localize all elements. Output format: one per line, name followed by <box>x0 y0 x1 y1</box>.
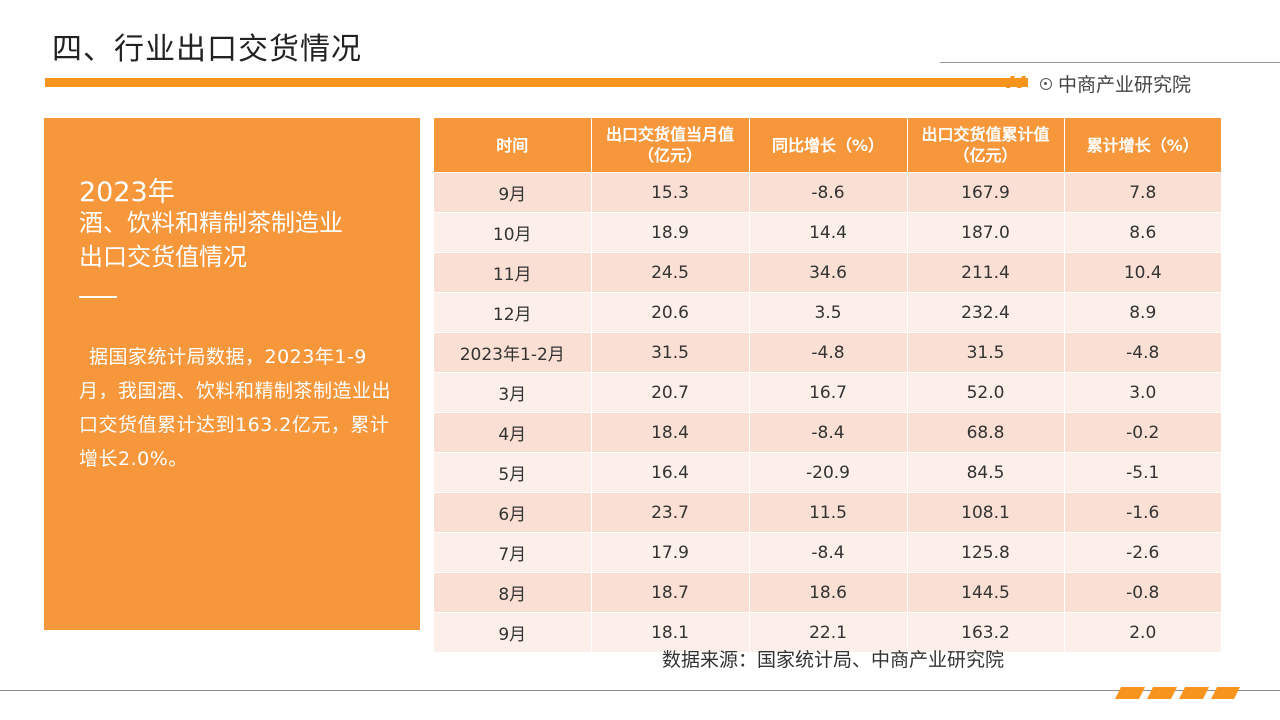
table-cell: -8.4 <box>749 412 908 453</box>
data-source-note: 数据来源：国家统计局、中商产业研究院 <box>662 649 1005 671</box>
table-cell: 8.9 <box>1064 292 1221 333</box>
table-cell: 11月 <box>434 252 592 293</box>
table-cell: 125.8 <box>907 532 1065 573</box>
table-row: 3月 20.7 16.7 52.0 3.0 <box>434 372 1221 413</box>
table-cell: 7月 <box>434 532 592 573</box>
page-title: 四、行业出口交货情况 <box>52 32 362 67</box>
table-row: 11月 24.5 34.6 211.4 10.4 <box>434 252 1221 293</box>
header-cumulative-growth: 累计增长（%） <box>1064 118 1221 173</box>
table-cell: 17.9 <box>591 532 750 573</box>
table-cell: 5月 <box>434 452 592 493</box>
table-row: 9月 15.3 -8.6 167.9 7.8 <box>434 172 1221 213</box>
panel-subtitle-line2: 出口交货值情况 <box>79 243 247 271</box>
table-cell: 16.7 <box>749 372 908 413</box>
table-cell: 16.4 <box>591 452 750 493</box>
header-cumulative-value: 出口交货值累计值（亿元） <box>907 118 1065 173</box>
table-cell: 31.5 <box>591 332 750 373</box>
table-cell: 24.5 <box>591 252 750 293</box>
table-cell: -4.8 <box>749 332 908 373</box>
table-row: 4月 18.4 -8.4 68.8 -0.2 <box>434 412 1221 453</box>
table-cell: 20.6 <box>591 292 750 333</box>
table-cell: 163.2 <box>907 612 1065 652</box>
table-cell: 34.6 <box>749 252 908 293</box>
brand-divider <box>940 62 1280 63</box>
summary-panel: 2023年 酒、饮料和精制茶制造业 出口交货值情况 据国家统计局数据，2023年… <box>44 118 420 630</box>
export-data-table: 时间 出口交货值当月值（亿元） 同比增长（%） 出口交货值累计值（亿元） 累计增… <box>434 118 1221 652</box>
table-cell: 7.8 <box>1064 172 1221 213</box>
brand-name: 中商产业研究院 <box>1058 74 1192 96</box>
table-cell: 18.9 <box>591 212 750 253</box>
table-cell: 20.7 <box>591 372 750 413</box>
table-row: 2023年1-2月 31.5 -4.8 31.5 -4.8 <box>434 332 1221 373</box>
table-row: 7月 17.9 -8.4 125.8 -2.6 <box>434 532 1221 573</box>
table-row: 9月 18.1 22.1 163.2 2.0 <box>434 612 1221 652</box>
table-cell: 31.5 <box>907 332 1065 373</box>
table-cell: 18.4 <box>591 412 750 453</box>
table-cell: -8.4 <box>749 532 908 573</box>
table-cell: 10月 <box>434 212 592 253</box>
header-time: 时间 <box>434 118 592 173</box>
table-cell: 15.3 <box>591 172 750 213</box>
table-cell: -0.8 <box>1064 572 1221 613</box>
table-cell: 68.8 <box>907 412 1065 453</box>
table-cell: 52.0 <box>907 372 1065 413</box>
table-cell: 211.4 <box>907 252 1065 293</box>
table-cell: -1.6 <box>1064 492 1221 533</box>
panel-body-text: 据国家统计局数据，2023年1-9月，我国酒、饮料和精制茶制造业出口交货值累计达… <box>79 346 392 470</box>
table-cell: 11.5 <box>749 492 908 533</box>
table-cell: 187.0 <box>907 212 1065 253</box>
table-cell: 3.5 <box>749 292 908 333</box>
table-cell: 232.4 <box>907 292 1065 333</box>
brand-circle-icon <box>1040 77 1052 90</box>
table-cell: 18.6 <box>749 572 908 613</box>
table-cell: 23.7 <box>591 492 750 533</box>
table-row: 10月 18.9 14.4 187.0 8.6 <box>434 212 1221 253</box>
table-cell: 4月 <box>434 412 592 453</box>
table-cell: 2023年1-2月 <box>434 332 592 373</box>
header-monthly-value: 出口交货值当月值（亿元） <box>591 118 750 173</box>
table-cell: -5.1 <box>1064 452 1221 493</box>
table-cell: 14.4 <box>749 212 908 253</box>
table-cell: -20.9 <box>749 452 908 493</box>
brand-slash-decoration <box>1006 76 1026 88</box>
table-cell: 9月 <box>434 172 592 213</box>
header-yoy-growth: 同比增长（%） <box>749 118 908 173</box>
table-cell: 18.7 <box>591 572 750 613</box>
table-cell: -4.8 <box>1064 332 1221 373</box>
footer-slash-decoration <box>1115 687 1240 699</box>
table-cell: 18.1 <box>591 612 750 652</box>
panel-divider <box>79 296 117 298</box>
table-row: 5月 16.4 -20.9 84.5 -5.1 <box>434 452 1221 493</box>
panel-year: 2023年 <box>79 177 175 208</box>
table-row: 12月 20.6 3.5 232.4 8.9 <box>434 292 1221 333</box>
panel-subtitle: 酒、饮料和精制茶制造业 出口交货值情况 <box>79 206 409 274</box>
table-cell: 22.1 <box>749 612 908 652</box>
title-underline-bar <box>45 78 1028 87</box>
table-cell: 3.0 <box>1064 372 1221 413</box>
table-cell: 8.6 <box>1064 212 1221 253</box>
table-cell: 9月 <box>434 612 592 652</box>
table-cell: 6月 <box>434 492 592 533</box>
table-cell: 167.9 <box>907 172 1065 213</box>
table-cell: 8月 <box>434 572 592 613</box>
table-cell: 2.0 <box>1064 612 1221 652</box>
table-cell: 12月 <box>434 292 592 333</box>
table-cell: -2.6 <box>1064 532 1221 573</box>
table-cell: 3月 <box>434 372 592 413</box>
footer-divider <box>0 690 1280 691</box>
table-cell: -0.2 <box>1064 412 1221 453</box>
table-cell: 10.4 <box>1064 252 1221 293</box>
table-cell: -8.6 <box>749 172 908 213</box>
panel-subtitle-line1: 酒、饮料和精制茶制造业 <box>79 209 343 237</box>
brand-logo: 中商产业研究院 <box>1040 70 1191 97</box>
table-cell: 84.5 <box>907 452 1065 493</box>
table-cell: 108.1 <box>907 492 1065 533</box>
table-row: 6月 23.7 11.5 108.1 -1.6 <box>434 492 1221 533</box>
table-cell: 144.5 <box>907 572 1065 613</box>
table-row: 8月 18.7 18.6 144.5 -0.8 <box>434 572 1221 613</box>
table-header-row: 时间 出口交货值当月值（亿元） 同比增长（%） 出口交货值累计值（亿元） 累计增… <box>434 118 1221 173</box>
